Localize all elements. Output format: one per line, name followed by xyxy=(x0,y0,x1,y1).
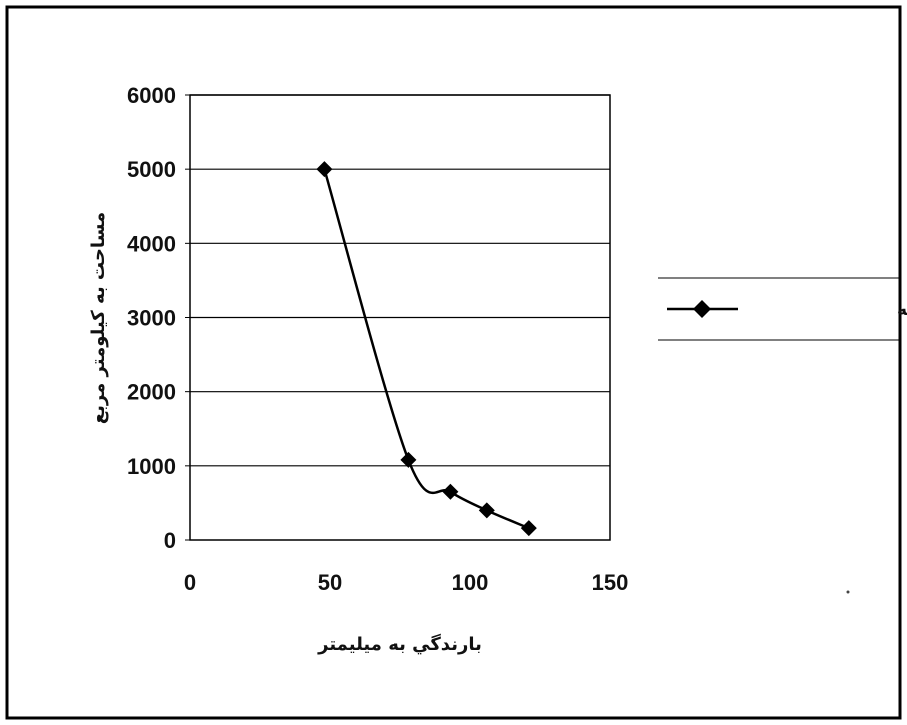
legend-marker-diamond xyxy=(693,300,711,318)
y-tick-label-6000: 6000 xyxy=(127,83,176,108)
x-axis-title: بارندگي به ميليمتر xyxy=(317,633,482,655)
y-tick-label-0: 0 xyxy=(164,528,176,553)
legend-entry-label: بارندگي ۲۴ ساعته xyxy=(897,299,907,320)
series-0-point-3 xyxy=(478,502,495,519)
stray-dot xyxy=(846,590,850,594)
series-0-point-1 xyxy=(400,451,417,468)
series-0-point-0 xyxy=(316,161,333,178)
y-tick-labels: 0 1000 2000 3000 4000 5000 6000 xyxy=(127,83,190,553)
x-tick-label-0: 0 xyxy=(184,570,196,595)
series-0-point-2 xyxy=(442,483,459,500)
x-tick-labels: 0 50 100 150 xyxy=(184,570,628,595)
y-tick-label-1000: 1000 xyxy=(127,454,176,479)
outer-border xyxy=(5,5,902,720)
legend: بارندگي ۲۴ ساعته xyxy=(658,277,907,341)
x-tick-label-50: 50 xyxy=(318,570,342,595)
y-tick-label-3000: 3000 xyxy=(127,306,176,331)
y-tick-label-4000: 4000 xyxy=(127,231,176,256)
y-axis-title: مساحت به کيلومتر مربع xyxy=(88,212,109,424)
x-tick-label-150: 150 xyxy=(592,570,629,595)
x-tick-label-100: 100 xyxy=(452,570,489,595)
grid-lines xyxy=(190,94,610,467)
y-tick-label-2000: 2000 xyxy=(127,380,176,405)
series-0-point-4 xyxy=(520,520,537,537)
y-tick-label-5000: 5000 xyxy=(127,157,176,182)
series-layer xyxy=(316,161,537,537)
